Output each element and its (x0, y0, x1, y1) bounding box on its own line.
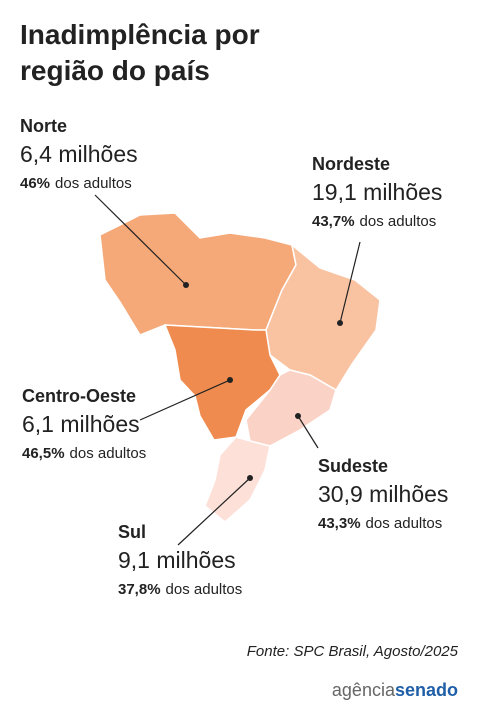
title-line: Inadimplência por (20, 19, 260, 50)
region-share: 43,7% dos adultos (312, 213, 436, 230)
leader-line (139, 379, 231, 421)
logo-part: agência (332, 680, 396, 700)
share-value: 43,3% (318, 515, 361, 532)
region-share: 37,8% dos adultos (118, 581, 242, 598)
region-share: 43,3% dos adultos (318, 515, 442, 532)
region-name: Sul (118, 522, 146, 542)
leader-dot (337, 320, 343, 326)
leader-line (177, 477, 251, 546)
region-shape (163, 324, 281, 441)
share-suffix: dos adultos (55, 175, 132, 192)
region-shape (245, 369, 337, 447)
region-name: Norte (20, 116, 67, 136)
share-suffix: dos adultos (366, 515, 443, 532)
region-name: Centro-Oeste (22, 386, 136, 406)
source: Fonte: SPC Brasil, Agosto/2025 (247, 643, 459, 660)
region-total: 6,1 milhões (22, 411, 140, 437)
leader-dot (183, 282, 189, 288)
share-suffix: dos adultos (166, 581, 243, 598)
logo-part: senado (395, 680, 458, 700)
map (99, 212, 381, 523)
logo: agênciasenado (332, 680, 458, 700)
region-share: 46,5% dos adultos (22, 445, 146, 462)
region-total: 6,4 milhões (20, 141, 138, 167)
share-suffix: dos adultos (70, 445, 147, 462)
share-value: 46% (20, 175, 50, 192)
share-suffix: dos adultos (360, 213, 437, 230)
share-value: 43,7% (312, 213, 355, 230)
region-name: Sudeste (318, 456, 388, 476)
share-value: 37,8% (118, 581, 161, 598)
leader-dot (227, 377, 233, 383)
leader-line (297, 415, 319, 449)
region-name: Nordeste (312, 154, 390, 174)
region-shape (204, 436, 271, 523)
region-total: 9,1 milhões (118, 547, 236, 573)
leader-line (94, 194, 187, 286)
leader-dot (247, 475, 253, 481)
region-total: 30,9 milhões (318, 481, 448, 507)
leader-line (339, 241, 361, 324)
leader-dot (295, 413, 301, 419)
title-line: região do país (20, 55, 210, 86)
share-value: 46,5% (22, 445, 65, 462)
labels: Norte 6,4 milhões 46% dos adultos Nordeste 19… (20, 116, 448, 598)
region-total: 19,1 milhões (312, 179, 442, 205)
region-share: 46% dos adultos (20, 175, 132, 192)
